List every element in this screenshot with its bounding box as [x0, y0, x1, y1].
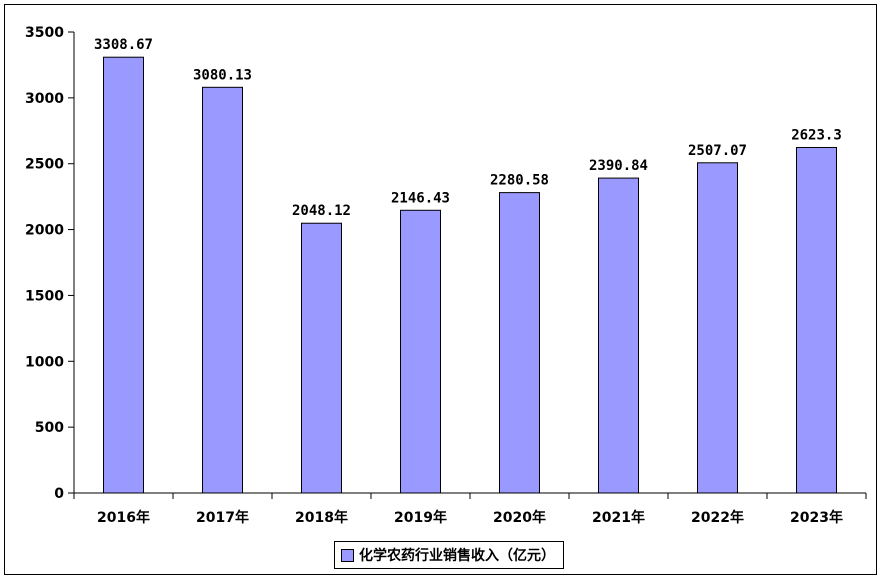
x-tick-label: 2021年: [592, 509, 645, 526]
data-label: 3080.13: [193, 67, 252, 83]
x-tick-label: 2018年: [295, 509, 348, 526]
bar: [400, 209, 441, 494]
x-tick-label: 2017年: [196, 509, 249, 526]
legend-label: 化学农药行业销售收入（亿元）: [359, 548, 555, 564]
y-axis-ticks: 0 500 1000 1500 2000 2500 3000 3500: [25, 25, 74, 502]
y-tick-label: 3000: [25, 91, 64, 107]
x-tick-label: 2022年: [691, 509, 744, 526]
legend-swatch: [341, 548, 354, 562]
x-tick-label: 2019年: [394, 509, 447, 526]
bar: [301, 222, 342, 494]
x-axis-ticks: 2016年 2017年 2018年 2019年 2020年 2021年 2022年 2023年: [73, 493, 867, 526]
y-tick-label: 1000: [25, 354, 64, 370]
data-label: 2048.12: [292, 203, 351, 219]
data-label: 2623.3: [791, 127, 842, 143]
data-label: 2390.84: [589, 158, 648, 174]
bar: [499, 192, 540, 494]
x-tick-label: 2023年: [790, 509, 843, 526]
y-tick-label: 500: [35, 420, 64, 436]
bar: [796, 146, 837, 494]
y-tick-label: 1500: [25, 288, 64, 304]
legend: 化学农药行业销售收入（亿元）: [334, 541, 564, 569]
bar: [202, 86, 243, 494]
bar-series: [103, 56, 837, 494]
y-tick-label: 2500: [25, 157, 64, 173]
bar: [103, 56, 144, 494]
y-tick-label: 3500: [25, 25, 64, 41]
data-label: 2146.43: [391, 190, 450, 206]
y-tick-label: 2000: [25, 223, 64, 239]
y-tick-label: 0: [54, 486, 64, 502]
x-tick-label: 2016年: [97, 509, 150, 526]
bar: [598, 177, 639, 494]
x-tick-label: 2020年: [493, 509, 546, 526]
data-labels: 3308.67 3080.13 2048.12 2146.43 2280.58 2390.…: [94, 37, 842, 219]
data-label: 2507.07: [688, 143, 747, 159]
data-label: 2280.58: [490, 173, 549, 189]
data-label: 3308.67: [94, 37, 153, 53]
bar: [697, 162, 738, 494]
